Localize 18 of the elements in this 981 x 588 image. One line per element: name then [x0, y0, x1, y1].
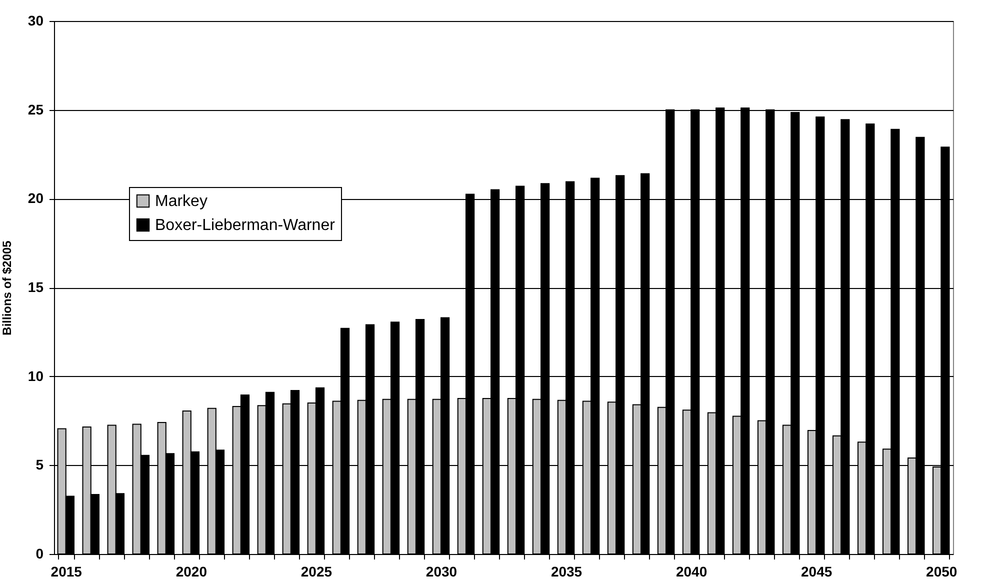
y-tick-label: 5 — [36, 456, 44, 473]
y-tick-label: 20 — [28, 190, 44, 206]
y-tick-label: 15 — [28, 279, 44, 295]
x-tick-label: 2025 — [300, 564, 332, 580]
y-tick-label: 10 — [28, 368, 44, 384]
x-tick-label: 2045 — [801, 564, 832, 580]
x-tick-label: 2030 — [426, 564, 458, 580]
legend-label: Boxer-Lieberman-Warner — [155, 217, 336, 234]
x-tick-label: 2050 — [926, 564, 958, 580]
x-tick-label: 2035 — [550, 564, 582, 580]
x-tick-label: 2020 — [176, 564, 208, 580]
x-tick-label: 2015 — [50, 564, 82, 580]
legend-label: Markey — [155, 193, 208, 210]
y-axis-title: Billions of $2005 — [0, 240, 14, 336]
x-tick-label: 2040 — [676, 564, 708, 580]
y-tick-label: 30 — [28, 12, 44, 28]
y-tick-label: 25 — [28, 101, 44, 118]
y-tick-label: 0 — [36, 546, 44, 562]
